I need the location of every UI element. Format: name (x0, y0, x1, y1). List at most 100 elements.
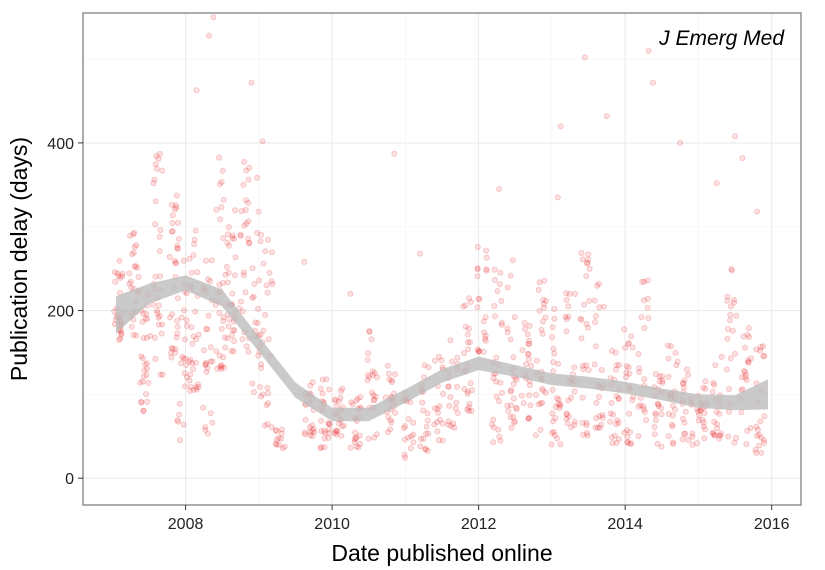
data-point (174, 417, 181, 424)
data-point (482, 332, 489, 339)
data-point (550, 368, 557, 375)
data-point (535, 401, 542, 408)
data-point (251, 280, 258, 287)
data-point (194, 269, 201, 276)
data-point (169, 345, 176, 352)
data-point (220, 314, 227, 321)
data-point (176, 411, 183, 418)
data-point (644, 295, 651, 302)
data-point (598, 366, 605, 373)
data-point (665, 373, 672, 380)
data-point (758, 434, 765, 441)
data-point (119, 270, 126, 277)
data-point (186, 377, 193, 384)
data-point (174, 219, 181, 226)
data-point (669, 423, 676, 430)
data-point (222, 271, 229, 278)
data-point (761, 352, 768, 359)
data-point (278, 430, 285, 437)
data-point (172, 259, 179, 266)
data-point (221, 334, 228, 341)
data-point (256, 277, 263, 284)
data-point (490, 416, 497, 423)
data-point (572, 290, 579, 297)
data-point (191, 236, 198, 243)
data-point (555, 360, 562, 367)
data-point (592, 312, 599, 319)
data-point (209, 358, 216, 365)
data-point (178, 314, 185, 321)
data-point (651, 423, 658, 430)
data-point (727, 355, 734, 362)
data-point (157, 226, 164, 233)
data-point (526, 322, 533, 329)
data-point (454, 383, 461, 390)
data-point (261, 422, 268, 429)
data-point (180, 355, 187, 362)
data-point (549, 410, 556, 417)
data-point (139, 318, 146, 325)
data-point (217, 363, 224, 370)
data-point (168, 201, 175, 208)
data-point (258, 231, 265, 238)
data-point (112, 278, 119, 285)
data-point (144, 315, 151, 322)
data-point (497, 437, 504, 444)
data-point (727, 317, 734, 324)
data-point (511, 418, 518, 425)
data-point (385, 413, 392, 420)
data-point (460, 303, 467, 310)
data-point (504, 284, 511, 291)
data-point (238, 207, 245, 214)
data-point (445, 383, 452, 390)
data-point (410, 439, 417, 446)
data-point (613, 439, 620, 446)
data-point (650, 79, 657, 86)
data-point (331, 429, 338, 436)
data-point (307, 428, 314, 435)
data-point (353, 443, 360, 450)
data-point (172, 260, 179, 267)
data-point (183, 374, 190, 381)
data-point (465, 295, 472, 302)
data-point (656, 378, 663, 385)
data-point (402, 423, 409, 430)
data-point (536, 307, 543, 314)
data-point (552, 403, 559, 410)
data-point (738, 374, 745, 381)
data-point (141, 361, 148, 368)
data-point (658, 405, 665, 412)
data-point (183, 317, 190, 324)
data-point (144, 365, 151, 372)
data-point (241, 158, 248, 165)
data-point (326, 421, 333, 428)
data-point (542, 314, 549, 321)
data-point (131, 243, 138, 250)
data-point (695, 408, 702, 415)
y-tick-label: 400 (47, 136, 74, 153)
data-point (452, 405, 459, 412)
data-point (245, 235, 252, 242)
journal-annotation: J Emerg Med (658, 27, 785, 50)
data-point (150, 180, 157, 187)
data-point (254, 319, 261, 326)
data-point (549, 324, 556, 331)
data-point (580, 362, 587, 369)
data-point (689, 433, 696, 440)
data-point (326, 386, 333, 393)
data-point (389, 378, 396, 385)
data-point (540, 387, 547, 394)
data-point (694, 440, 701, 447)
data-point (718, 353, 725, 360)
data-point (332, 397, 339, 404)
data-point (732, 133, 739, 140)
data-point (635, 433, 642, 440)
data-point (615, 435, 622, 442)
data-point (659, 373, 666, 380)
data-point (140, 334, 147, 341)
data-point (434, 428, 441, 435)
data-point (636, 369, 643, 376)
data-point (510, 395, 517, 402)
data-point (664, 342, 671, 349)
data-point (168, 311, 175, 318)
